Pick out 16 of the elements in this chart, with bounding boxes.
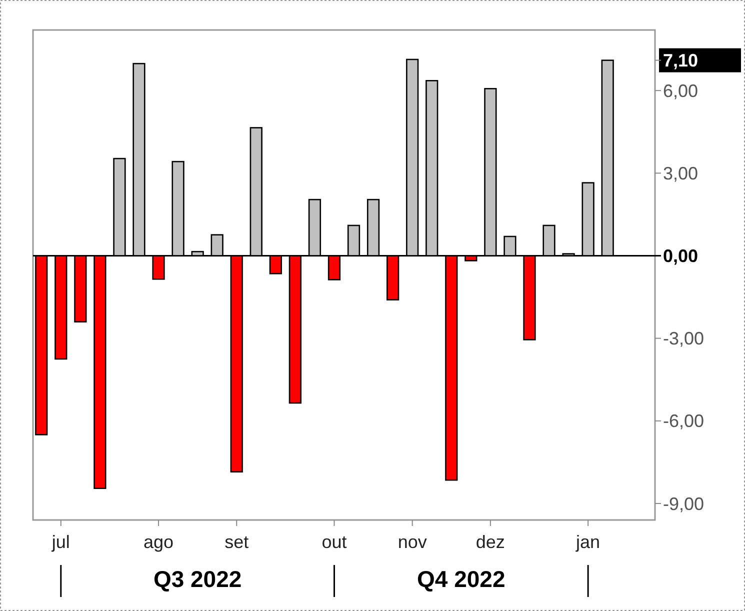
x-tick-label: out — [322, 532, 347, 552]
y-tick-label: -3,00 — [663, 328, 704, 349]
y-tick-label: -9,00 — [663, 494, 704, 514]
x-tick-label: jan — [575, 532, 600, 552]
x-tick-label: nov — [398, 532, 427, 552]
y-tick-label: 7,10 — [663, 50, 698, 71]
x-tick-label: jul — [50, 532, 70, 552]
x-tick-label: dez — [476, 532, 505, 552]
x-tick-label: ago — [143, 532, 174, 552]
x-tick-label: set — [224, 532, 249, 552]
text: Q3 2022 — [153, 566, 242, 592]
y-tick-label: -6,00 — [663, 411, 704, 432]
y-tick-label: 3,00 — [663, 163, 698, 184]
y-tick-label: 6,00 — [663, 80, 698, 101]
y-tick-label: 0,00 — [663, 246, 698, 266]
text: Q4 2022 — [417, 566, 506, 592]
